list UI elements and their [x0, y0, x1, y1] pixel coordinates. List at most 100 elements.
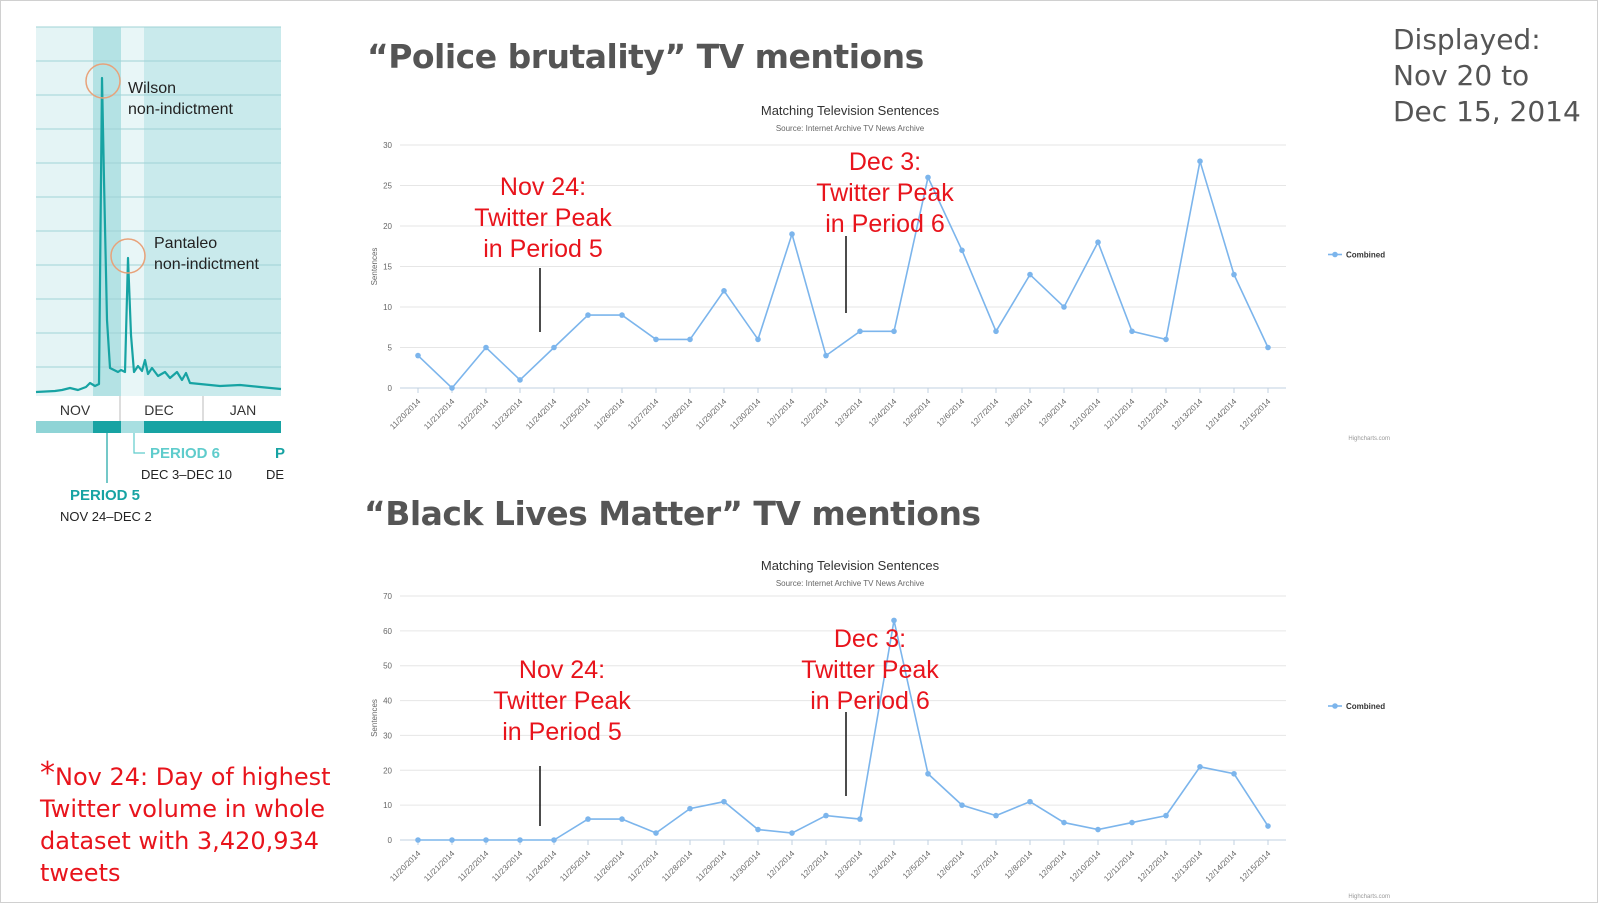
data-point — [1197, 158, 1203, 164]
x-tick-label: 12/6/2014 — [935, 849, 967, 881]
annotation-text: Twitter Peak — [493, 687, 631, 715]
data-point — [993, 328, 999, 335]
x-tick-label: 12/3/2014 — [833, 397, 865, 429]
x-tick-label: 11/20/2014 — [388, 849, 423, 884]
data-point — [415, 352, 421, 359]
x-tick-label: 11/22/2014 — [456, 397, 491, 432]
inset-event-label: Pantaleo — [154, 235, 217, 252]
annotation-text: Dec 3: — [834, 625, 906, 653]
x-tick-label: 12/8/2014 — [1003, 397, 1035, 429]
credit: Highcharts.com — [1348, 894, 1390, 900]
data-point — [1095, 826, 1101, 833]
inset-event-label: non-indictment — [154, 256, 260, 273]
data-point — [1231, 770, 1237, 777]
footnote-line-3: dataset with 3,420,934 — [40, 827, 320, 855]
series-line-combined — [418, 620, 1269, 841]
x-tick-label: 11/28/2014 — [660, 849, 695, 884]
data-point — [1163, 812, 1169, 819]
y-tick-label: 20 — [383, 766, 392, 775]
data-point — [1129, 328, 1135, 335]
x-tick-label: 11/25/2014 — [558, 397, 593, 432]
inset-period5-band — [93, 27, 121, 396]
data-point — [1231, 271, 1237, 278]
inset-nov-shade — [36, 27, 93, 396]
x-tick-label: 12/12/2014 — [1136, 849, 1171, 884]
annotation-text: Nov 24: — [519, 656, 605, 684]
inset-month-axis — [36, 396, 281, 421]
x-tick-label: 12/15/2014 — [1238, 397, 1273, 432]
inset-period5-range: NOV 24–DEC 2 — [60, 509, 152, 524]
black-lives-matter-chart: Matching Television Sentences Source: Int… — [370, 558, 1390, 900]
legend-label: Combined — [1346, 702, 1385, 711]
y-tick-label: 40 — [383, 697, 392, 706]
data-point — [993, 812, 999, 819]
x-tick-label: 12/10/2014 — [1068, 849, 1103, 884]
x-tick-label: 12/10/2014 — [1068, 397, 1103, 432]
data-point — [891, 328, 897, 335]
data-point — [891, 617, 897, 624]
x-tick-label: 11/28/2014 — [660, 397, 695, 432]
data-point — [1027, 271, 1033, 278]
chart-heading-black-lives-matter: “Black Lives Matter” TV mentions — [364, 494, 981, 533]
data-point — [755, 336, 761, 343]
x-tick-label: 11/29/2014 — [694, 397, 729, 432]
data-point — [789, 830, 795, 836]
x-tick-label: 12/3/2014 — [833, 849, 865, 881]
data-point — [1163, 336, 1169, 343]
y-tick-label: 60 — [383, 627, 392, 636]
data-point — [585, 312, 591, 318]
footnote-asterisk: * — [40, 756, 55, 791]
x-tick-label: 12/5/2014 — [901, 397, 933, 429]
y-tick-label: 0 — [388, 836, 393, 845]
twitter-volume-inset: Wilson non-indictment Pantaleo non-indictme… — [35, 26, 285, 524]
annotation-text: in Period 6 — [810, 687, 930, 715]
x-tick-label: 12/14/2014 — [1204, 397, 1239, 432]
data-point — [959, 247, 965, 254]
x-tick-label: 12/8/2014 — [1003, 849, 1035, 881]
chart-title: Matching Television Sentences — [761, 103, 940, 118]
y-tick-label: 0 — [388, 384, 393, 393]
x-tick-label: 11/25/2014 — [558, 849, 593, 884]
displayed-line-3: Dec 15, 2014 — [1393, 95, 1581, 128]
footnote-line-1: *Nov 24: Day of highest — [40, 759, 331, 793]
inset-period-strip — [36, 421, 93, 433]
x-tick-label: 12/6/2014 — [935, 397, 967, 429]
police-brutality-chart: Matching Television Sentences Source: Int… — [370, 103, 1390, 442]
x-tick-label: 11/20/2014 — [388, 397, 423, 432]
annotation-text: Nov 24: — [500, 173, 586, 201]
y-tick-label: 70 — [383, 592, 392, 601]
x-tick-label: 11/23/2014 — [490, 397, 525, 432]
data-point — [857, 816, 863, 822]
data-point — [1265, 344, 1271, 351]
data-point — [1265, 823, 1271, 829]
y-axis-label: Sentences — [370, 248, 379, 286]
x-tick-label: 12/9/2014 — [1037, 397, 1069, 429]
x-tick-label: 11/26/2014 — [592, 397, 627, 432]
inset-later-shade — [144, 27, 281, 396]
series-line-combined — [417, 160, 1269, 390]
x-tick-label: 12/9/2014 — [1037, 849, 1069, 881]
x-tick-label: 11/22/2014 — [456, 849, 491, 884]
data-point — [551, 344, 557, 351]
annotation-text: Dec 3: — [849, 148, 921, 176]
data-point — [1197, 764, 1203, 770]
y-tick-label: 20 — [383, 222, 392, 231]
x-tick-label: 12/13/2014 — [1170, 397, 1205, 432]
x-tick-label: 11/30/2014 — [728, 397, 763, 432]
data-point — [1061, 304, 1067, 310]
data-point — [687, 805, 693, 812]
x-tick-label: 11/23/2014 — [490, 849, 525, 884]
data-point — [585, 816, 591, 822]
x-tick-label: 12/1/2014 — [765, 849, 797, 881]
inset-period6-pointer — [133, 433, 145, 454]
x-tick-label: 12/5/2014 — [901, 849, 933, 881]
data-point — [755, 826, 761, 833]
annotation-text: in Period 6 — [825, 210, 945, 238]
x-tick-label: 11/21/2014 — [422, 849, 457, 884]
x-tick-label: 12/4/2014 — [867, 849, 899, 881]
legend-label: Combined — [1346, 251, 1385, 260]
x-tick-label: 11/24/2014 — [524, 849, 559, 884]
data-point — [721, 798, 727, 805]
x-tick-label: 12/14/2014 — [1204, 849, 1239, 884]
data-point — [517, 377, 523, 383]
